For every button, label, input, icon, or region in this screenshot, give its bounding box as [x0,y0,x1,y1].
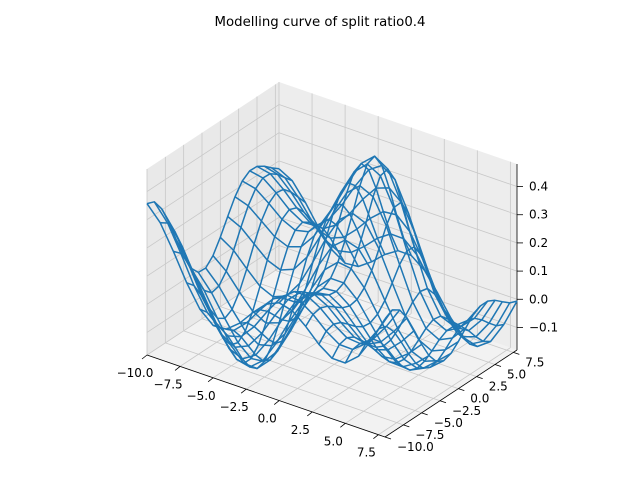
x-tick-mark [373,434,379,440]
x-tick-mark [174,366,181,371]
y-tick-label: 2.5 [489,380,508,394]
wire-column [305,201,439,327]
y-tick-label: 0.0 [470,392,489,406]
wire-column [146,165,280,274]
gridline-z-back [278,132,518,216]
z-tick-label: 0.1 [529,264,548,278]
x-tick-label: −7.5 [154,377,183,391]
z-tick-label: −0.1 [529,321,558,335]
surface-wireframe [146,155,518,371]
wire-column [357,325,491,371]
wire-column [160,172,293,294]
y-tick-mark [458,388,465,392]
gridline-z-left [146,245,280,333]
gridline-z-left [146,188,280,277]
wire-column [331,287,465,359]
left-wall-pane [147,82,279,355]
wire-column [173,188,306,320]
x-tick-mark [273,400,280,405]
gridline-z-back [278,188,518,272]
z-tick-label: 0.0 [529,292,548,306]
z-tick-label: 0.2 [529,236,548,250]
gridline-z-left [146,216,280,305]
gridline-z-left [146,132,280,221]
x-tick-label: −10.0 [117,366,154,380]
y-tick-label: −10.0 [397,440,434,454]
x-tick-label: 2.5 [291,423,310,437]
x-tick-mark [240,388,247,394]
wire-column [186,207,320,346]
axes-ticks: −10.0−7.5−5.0−2.50.02.55.07.5 −10.0−7.5−5… [117,180,559,460]
wire-column [318,246,452,345]
gridline-y-floor [183,330,422,414]
axes-panes [147,82,517,437]
x-tick-label: −5.0 [187,389,216,403]
wire-column [344,315,478,364]
y-tick-mark [494,364,502,367]
y-tick-label: −2.5 [452,404,481,418]
x-tick-label: 5.0 [324,434,343,448]
y-tick-label: −5.0 [434,416,463,430]
gridline-z-left [146,104,280,192]
y-tick-label: 7.5 [525,355,544,369]
y-tick-mark [476,376,483,379]
x-tick-mark [141,354,148,360]
gridline-z-back [278,160,518,244]
gridline-z-back [278,104,518,187]
y-tick-label: −7.5 [415,428,444,442]
wire-column [239,203,373,344]
wire-column [384,299,518,363]
wire-column [199,221,333,365]
floor-pane [147,268,517,437]
y-tick-label: 5.0 [507,368,526,382]
chart-title: Modelling curve of split ratio0.4 [215,15,426,30]
x-tick-label: 0.0 [258,412,277,426]
x-tick-mark [307,411,313,417]
gridline-y-floor [165,342,404,426]
wire-column [278,155,412,304]
y-tick-mark [421,412,428,416]
y-tick-mark [403,424,410,428]
gridline-y-floor [201,318,441,402]
wire-column [252,182,386,323]
y-tick-mark [439,400,447,404]
y-tick-mark [513,352,520,355]
x-tick-label: −2.5 [220,400,249,414]
x-tick-label: 7.5 [357,446,376,460]
x-tick-mark [207,377,214,383]
x-tick-mark [340,423,346,428]
z-tick-label: 0.4 [529,180,548,194]
z-tick-label: 0.3 [529,208,548,222]
y-tick-mark [384,436,392,440]
